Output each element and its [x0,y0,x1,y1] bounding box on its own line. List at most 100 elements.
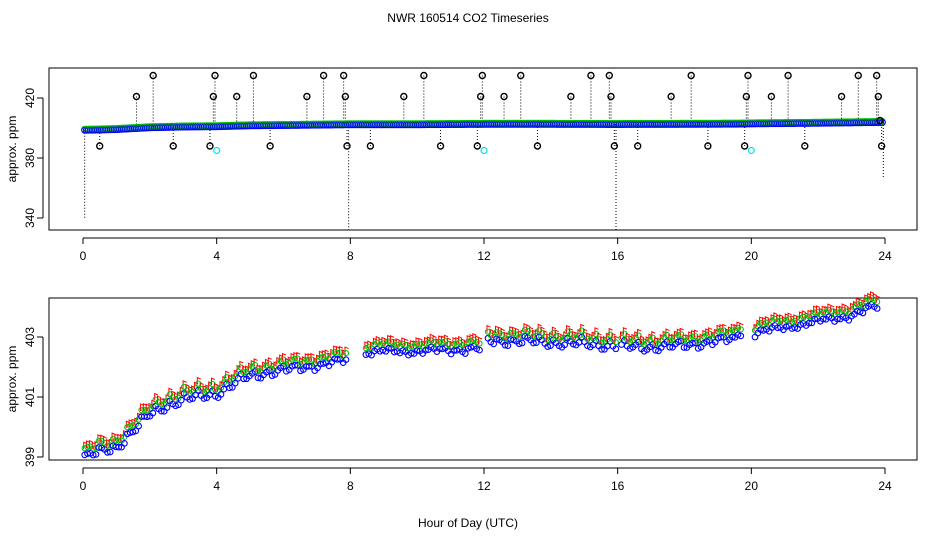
series-blue-point [163,404,171,411]
series-green-point [436,338,443,346]
series-red-point [321,350,326,358]
series-red-point [460,338,466,347]
outlier-black-point [837,92,846,101]
outlier-black-point [801,142,809,150]
series-red-point [324,349,329,358]
series-blue-point [143,413,151,421]
series-green-point [521,326,529,333]
series-red-point [472,333,477,341]
outlier-black-point [704,142,712,150]
series-red-point [688,331,693,340]
series-red-point [512,326,517,335]
bottom-x-tick-label: 24 [878,479,892,493]
series-red-point [568,327,574,336]
series-blue-point [265,367,273,374]
series-red-point [449,340,454,349]
series-blue-point [689,339,696,347]
series-green-point [320,353,327,361]
series-blue-point [476,346,483,354]
series-red-point [858,298,863,307]
series-blue-point [231,379,239,387]
series-red-point [796,315,801,323]
series-blue-point [158,407,165,415]
series-blue-point [873,305,881,312]
series-green-point [737,326,744,333]
series-blue-point [126,429,134,436]
outlier-black-point [874,92,883,101]
series-red-point [469,333,474,342]
series-red-point [441,335,446,344]
series-red-point [585,332,591,341]
outlier-black-point [667,92,675,101]
outlier-black-point [400,92,408,101]
series-blue-point [121,439,128,447]
series-blue-point [106,448,114,456]
series-red-point [415,337,420,345]
outlier-black-point [854,71,862,80]
series-blue-point [490,340,498,348]
series-green-point [874,298,881,305]
series-green-point [476,340,483,347]
series-green-point [391,342,398,349]
series-green-point [857,302,864,309]
series-red-point [529,326,534,335]
top-y-tick-label: 380 [23,148,37,168]
series-red-point [784,313,789,321]
series-red-point [614,335,619,344]
outlier-black-point [319,71,328,80]
outlier-black-point [567,92,575,101]
series-green-point [280,356,287,363]
series-blue-point [461,350,469,357]
outlier-black-point [366,142,375,150]
series-red-point [202,385,207,393]
series-red-point [165,394,170,402]
series-red-point [580,323,585,332]
series-red-point [253,358,258,367]
series-red-point [779,314,784,322]
series-red-point [86,440,91,449]
series-blue-point [774,324,782,332]
series-red-point [583,328,588,337]
series-green-point [626,338,634,345]
series-green-point [734,325,742,332]
series-red-point [154,392,159,401]
series-green-point [450,340,458,347]
series-blue-point [385,344,392,352]
series-red-point [719,323,724,332]
series-red-point [725,328,730,337]
series-green-point [695,338,702,345]
series-green-point [223,374,230,381]
series-blue-point [819,315,827,323]
series-green-point [797,314,804,322]
series-red-point [222,375,227,384]
series-red-point [813,305,818,314]
series-red-point [597,332,602,341]
series-green-point [317,354,324,361]
series-green-point [251,361,259,369]
series-red-point [608,327,613,336]
series-red-point [798,311,804,320]
series-red-point [438,335,443,344]
series-green-point [834,309,841,316]
series-green-point [703,331,710,339]
series-red-point [162,397,167,406]
series-red-point [495,325,500,334]
series-red-point [304,353,309,361]
series-red-point [869,291,875,299]
series-red-point [855,297,860,306]
series-red-point [841,303,846,312]
outlier-black-point [420,71,428,80]
series-red-point [835,305,841,314]
outlier-black-point [96,142,104,150]
series-red-point [665,328,670,337]
top-x-tick-label: 4 [213,249,220,263]
series-green-point [689,333,696,340]
outlier-black-point [587,71,595,80]
series-red-point [713,328,718,337]
series-red-point [256,364,261,373]
series-red-point [659,334,664,342]
series-red-point [571,330,576,339]
top-axes: 0 4 8 12 16 20 24 340 380 420 [23,88,892,263]
